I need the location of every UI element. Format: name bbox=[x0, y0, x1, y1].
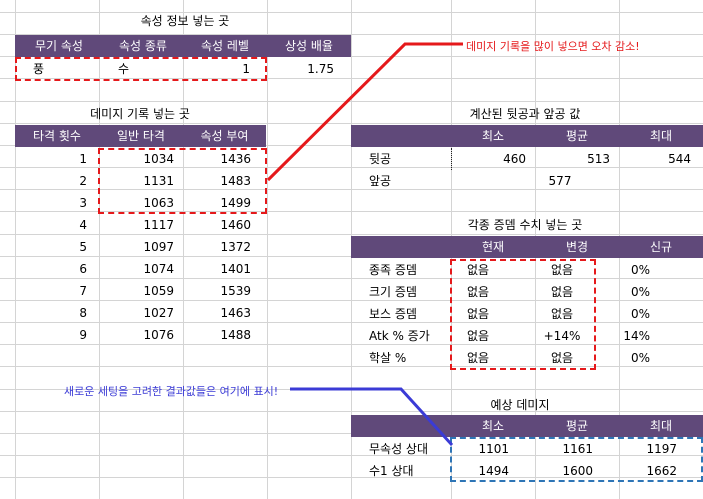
buff-label-cell: 학살 % bbox=[369, 351, 407, 365]
expected-min-cell[interactable]: 1101 bbox=[478, 442, 509, 456]
back-atk-min[interactable]: 460 bbox=[503, 152, 526, 166]
expected-avg-cell[interactable]: 1161 bbox=[562, 442, 593, 456]
hit-count-cell: 6 bbox=[79, 262, 87, 276]
attribute-hit-cell[interactable]: 1483 bbox=[220, 174, 251, 188]
normal-hit-cell[interactable]: 1027 bbox=[143, 306, 174, 320]
computed-min-header: 최소 bbox=[481, 129, 505, 143]
normal-hit-cell[interactable]: 1059 bbox=[143, 284, 174, 298]
buff-current-cell[interactable]: 없음 bbox=[466, 329, 490, 343]
attribute-hit-cell[interactable]: 1463 bbox=[220, 306, 251, 320]
buffs-change-header: 변경 bbox=[565, 240, 589, 254]
expected-min-header: 최소 bbox=[481, 419, 505, 433]
attribute-hit-cell[interactable]: 1539 bbox=[220, 284, 251, 298]
computed-title: 계산된 뒷공과 앞공 값 bbox=[469, 107, 581, 121]
attribute-hit-cell[interactable]: 1460 bbox=[220, 218, 251, 232]
expected-label-cell: 수1 상대 bbox=[369, 464, 414, 478]
hit-count-cell: 3 bbox=[79, 196, 87, 210]
normal-hit-cell[interactable]: 1063 bbox=[143, 196, 174, 210]
damage-log-header-bar bbox=[15, 125, 266, 147]
weapon-attribute-header: 무기 속성 bbox=[35, 39, 83, 53]
attribute-hit-cell[interactable]: 1488 bbox=[220, 328, 251, 342]
buff-current-cell[interactable]: 없음 bbox=[466, 351, 490, 365]
attribute-hit-cell[interactable]: 1372 bbox=[220, 240, 251, 254]
expected-title: 예상 데미지 bbox=[490, 398, 550, 412]
damage-log-title: 데미지 기록 넣는 곳 bbox=[90, 107, 190, 121]
computed-max-header: 최대 bbox=[649, 129, 673, 143]
buffs-current-header: 현재 bbox=[481, 240, 505, 254]
expected-max-cell[interactable]: 1662 bbox=[646, 464, 677, 478]
attribute-hit-header: 속성 부여 bbox=[200, 129, 249, 143]
normal-hit-cell[interactable]: 1117 bbox=[143, 218, 174, 232]
attribute-hit-cell[interactable]: 1436 bbox=[220, 152, 251, 166]
attribute-level-cell[interactable]: 1 bbox=[242, 62, 250, 76]
back-atk-avg[interactable]: 513 bbox=[587, 152, 610, 166]
buffs-new-header: 신규 bbox=[649, 240, 673, 254]
attribute-info-title: 속성 정보 넣는 곳 bbox=[140, 14, 230, 28]
hit-count-cell: 8 bbox=[79, 306, 87, 320]
weapon-attribute-cell[interactable]: 풍 bbox=[33, 62, 45, 76]
buff-change-cell[interactable]: 없음 bbox=[550, 285, 574, 299]
buffs-header-bar bbox=[351, 236, 703, 258]
hit-count-cell: 9 bbox=[79, 328, 87, 342]
hit-count-cell: 7 bbox=[79, 284, 87, 298]
buff-new-cell[interactable]: 0% bbox=[630, 263, 650, 277]
expected-max-header: 최대 bbox=[649, 419, 673, 433]
back-atk-max[interactable]: 544 bbox=[668, 152, 691, 166]
normal-hit-header: 일반 타격 bbox=[117, 129, 165, 143]
hit-count-cell: 1 bbox=[79, 152, 87, 166]
attribute-hit-cell[interactable]: 1499 bbox=[220, 196, 251, 210]
dotted-divider bbox=[451, 148, 452, 170]
blue-annotation-text: 새로운 세팅을 고려한 결과값들은 여기에 표시! bbox=[64, 385, 279, 398]
buff-change-cell[interactable]: +14% bbox=[543, 329, 581, 343]
buff-label-cell: Atk % 증가 bbox=[369, 329, 430, 343]
normal-hit-cell[interactable]: 1131 bbox=[143, 174, 174, 188]
expected-avg-header: 평균 bbox=[565, 419, 589, 433]
attribute-type-header: 속성 종류 bbox=[119, 39, 167, 53]
buff-label-cell: 크기 증뎀 bbox=[369, 285, 417, 299]
expected-min-cell[interactable]: 1494 bbox=[478, 464, 509, 478]
normal-hit-cell[interactable]: 1076 bbox=[143, 328, 174, 342]
normal-hit-cell[interactable]: 1034 bbox=[143, 152, 174, 166]
buff-new-cell[interactable]: 0% bbox=[630, 285, 650, 299]
buff-current-cell[interactable]: 없음 bbox=[466, 263, 490, 277]
expected-max-cell[interactable]: 1197 bbox=[646, 442, 677, 456]
front-atk-value[interactable]: 577 bbox=[548, 174, 572, 188]
buff-new-cell[interactable]: 0% bbox=[630, 351, 650, 365]
buff-change-cell[interactable]: 없음 bbox=[550, 263, 574, 277]
normal-hit-cell[interactable]: 1097 bbox=[143, 240, 174, 254]
expected-label-cell: 무속성 상대 bbox=[369, 442, 429, 456]
red-annotation-text: 데미지 기록을 많이 넣으면 오차 감소! bbox=[466, 40, 640, 53]
affinity-multiplier-cell[interactable]: 1.75 bbox=[307, 62, 334, 76]
back-atk-label: 뒷공 bbox=[369, 152, 392, 166]
hit-count-header: 타격 횟수 bbox=[33, 129, 81, 143]
buffs-title: 각종 증뎀 수치 넣는 곳 bbox=[467, 218, 583, 232]
buff-change-cell[interactable]: 없음 bbox=[550, 351, 574, 365]
buff-new-cell[interactable]: 0% bbox=[630, 307, 650, 321]
normal-hit-cell[interactable]: 1074 bbox=[143, 262, 174, 276]
computed-avg-header: 평균 bbox=[565, 129, 589, 143]
expected-avg-cell[interactable]: 1600 bbox=[562, 464, 593, 478]
attribute-level-header: 속성 레벨 bbox=[201, 39, 249, 53]
front-atk-label: 앞공 bbox=[369, 174, 392, 188]
buff-current-cell[interactable]: 없음 bbox=[466, 285, 490, 299]
hit-count-cell: 4 bbox=[79, 218, 87, 232]
hit-count-cell: 5 bbox=[79, 240, 87, 254]
buff-label-cell: 보스 증뎀 bbox=[369, 307, 417, 321]
affinity-multiplier-header: 상성 배율 bbox=[285, 39, 333, 53]
buff-current-cell[interactable]: 없음 bbox=[466, 307, 490, 321]
attribute-hit-cell[interactable]: 1401 bbox=[220, 262, 251, 276]
buff-change-cell[interactable]: 없음 bbox=[550, 307, 574, 321]
buff-label-cell: 종족 증뎀 bbox=[369, 263, 417, 277]
attribute-type-cell[interactable]: 수 bbox=[118, 62, 130, 76]
hit-count-cell: 2 bbox=[79, 174, 87, 188]
buff-new-cell[interactable]: 14% bbox=[623, 329, 650, 343]
